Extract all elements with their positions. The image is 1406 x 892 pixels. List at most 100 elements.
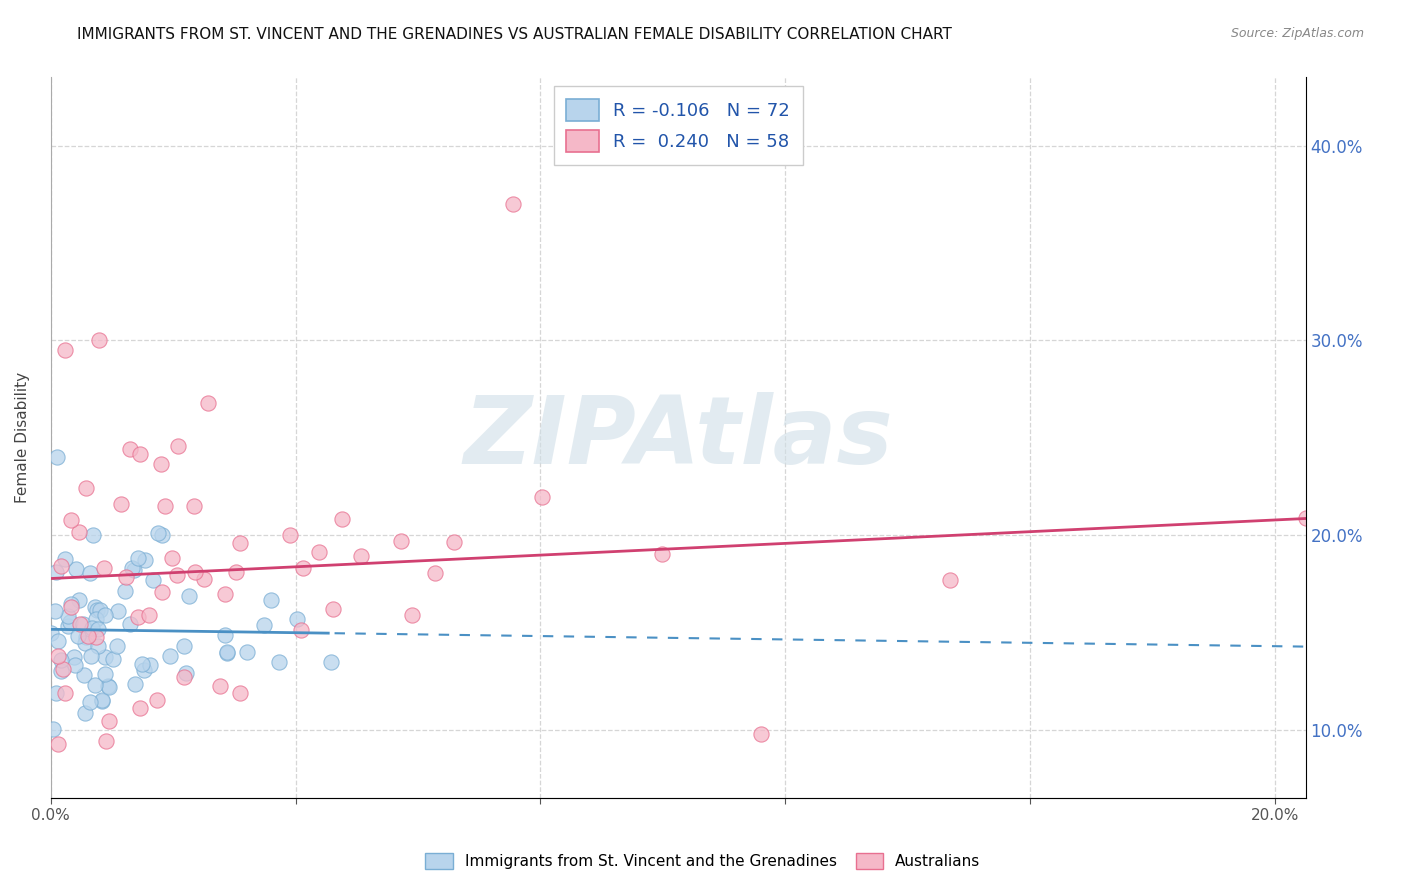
- Point: [94, 650, 117, 665]
- Point: [502, 197, 524, 211]
- Point: [45, 450, 67, 465]
- Point: [131, 657, 153, 671]
- Point: [531, 491, 554, 505]
- Point: [253, 618, 276, 632]
- Point: [401, 607, 423, 622]
- Point: [75, 481, 97, 495]
- Point: [278, 528, 301, 542]
- Point: [124, 563, 146, 577]
- Point: [215, 646, 238, 660]
- Point: [229, 686, 252, 700]
- Point: [749, 727, 772, 741]
- Point: [193, 572, 215, 586]
- Point: [51, 664, 73, 678]
- Point: [173, 670, 195, 684]
- Point: [44, 604, 66, 618]
- Point: [84, 599, 107, 614]
- Point: [236, 645, 259, 659]
- Point: [150, 585, 173, 599]
- Point: [41, 722, 63, 736]
- Point: [139, 657, 162, 672]
- Point: [159, 649, 181, 664]
- Point: [322, 601, 344, 615]
- Y-axis label: Female Disability: Female Disability: [15, 372, 30, 503]
- Point: [107, 604, 129, 618]
- Point: [160, 551, 183, 566]
- Point: [103, 652, 125, 666]
- Point: [79, 696, 101, 710]
- Point: [75, 630, 97, 644]
- Point: [82, 528, 104, 542]
- Point: [127, 550, 149, 565]
- Point: [59, 513, 82, 527]
- Point: [97, 714, 120, 728]
- Point: [97, 679, 120, 693]
- Point: [149, 458, 172, 472]
- Point: [150, 528, 173, 542]
- Point: [330, 511, 353, 525]
- Point: [214, 628, 236, 642]
- Point: [41, 626, 63, 640]
- Point: [217, 646, 239, 660]
- Point: [423, 566, 446, 580]
- Point: [63, 658, 86, 673]
- Point: [118, 442, 141, 456]
- Point: [285, 612, 308, 626]
- Point: [115, 570, 138, 584]
- Point: [174, 665, 197, 680]
- Point: [128, 701, 150, 715]
- Point: [94, 734, 117, 748]
- Point: [53, 686, 76, 700]
- Point: [121, 561, 143, 575]
- Point: [184, 566, 207, 580]
- Point: [80, 649, 103, 664]
- Point: [87, 622, 110, 636]
- Point: [225, 566, 247, 580]
- Point: [72, 617, 94, 632]
- Point: [69, 617, 91, 632]
- Point: [110, 497, 132, 511]
- Point: [197, 396, 219, 410]
- Point: [55, 551, 77, 566]
- Point: [142, 573, 165, 587]
- Point: [46, 634, 69, 648]
- Point: [87, 639, 110, 653]
- Point: [45, 566, 67, 580]
- Point: [86, 603, 108, 617]
- Legend: Immigrants from St. Vincent and the Grenadines, Australians: Immigrants from St. Vincent and the Gren…: [419, 847, 987, 875]
- Point: [129, 447, 152, 461]
- Point: [98, 681, 121, 695]
- Point: [349, 549, 371, 564]
- Point: [173, 639, 195, 653]
- Text: IMMIGRANTS FROM ST. VINCENT AND THE GRENADINES VS AUSTRALIAN FEMALE DISABILITY C: IMMIGRANTS FROM ST. VINCENT AND THE GREN…: [77, 27, 952, 42]
- Point: [79, 566, 101, 580]
- Point: [389, 533, 412, 548]
- Point: [134, 664, 156, 678]
- Point: [90, 693, 112, 707]
- Text: Source: ZipAtlas.com: Source: ZipAtlas.com: [1230, 27, 1364, 40]
- Point: [308, 545, 330, 559]
- Point: [291, 561, 314, 575]
- Point: [118, 616, 141, 631]
- Point: [148, 525, 170, 540]
- Point: [94, 667, 117, 681]
- Point: [49, 653, 72, 667]
- Point: [167, 439, 190, 453]
- Point: [67, 525, 90, 540]
- Point: [651, 548, 673, 562]
- Point: [179, 589, 201, 603]
- Point: [49, 559, 72, 574]
- Point: [209, 679, 232, 693]
- Point: [93, 560, 115, 574]
- Point: [73, 706, 96, 720]
- Point: [138, 608, 160, 623]
- Point: [77, 629, 100, 643]
- Point: [321, 655, 343, 669]
- Point: [51, 662, 73, 676]
- Point: [59, 615, 82, 629]
- Point: [260, 592, 283, 607]
- Point: [53, 343, 76, 357]
- Point: [84, 677, 107, 691]
- Point: [127, 609, 149, 624]
- Point: [65, 562, 87, 576]
